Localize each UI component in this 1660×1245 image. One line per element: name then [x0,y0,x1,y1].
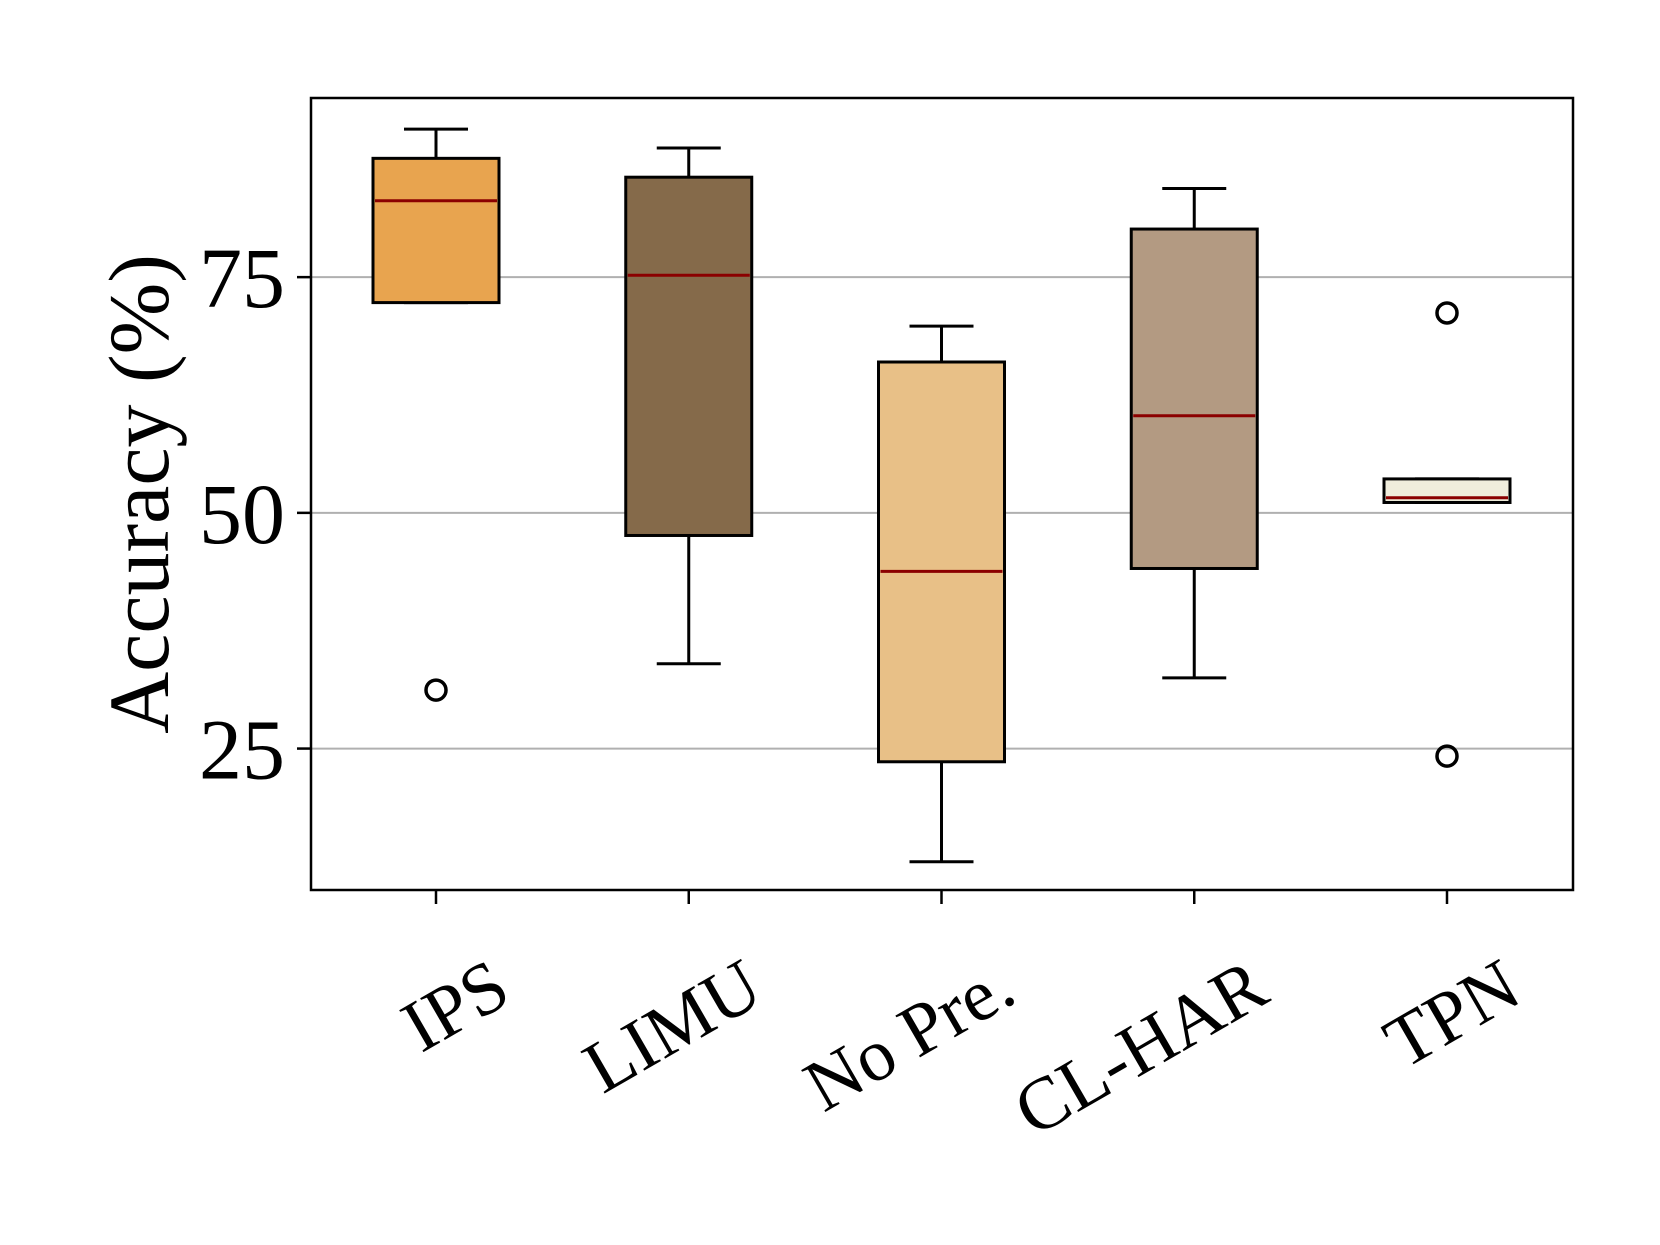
box-group [1129,187,1259,680]
outlier-point [424,678,448,702]
y-axis-label: Accuracy (%) [91,254,187,734]
y-tick-label: 25 [199,702,285,798]
x-tick-label: No Pre. [791,944,1028,1128]
outlier-point [1435,744,1459,768]
tick-labels: 25 50 75 IPS LIMU No Pre.CL-HAR TPN [199,230,1533,1152]
box-group [1382,301,1512,768]
y-tick-label: 75 [199,230,285,326]
box-iqr [624,175,754,537]
x-tick-label: LIMU [570,944,775,1110]
box-group [371,127,501,702]
box-iqr [1129,227,1259,570]
box-group [877,324,1006,864]
x-tick-label: CL-HAR [1001,943,1281,1152]
box-iqr [371,156,501,305]
box-iqr [877,360,1006,764]
box-group [624,146,754,666]
outlier-point [1435,301,1459,325]
box-series [371,127,1512,864]
x-tick-label: IPS [389,944,523,1068]
y-tick-label: 50 [199,466,285,562]
axis-ticks [297,275,1449,904]
x-tick-label: TPN [1371,944,1533,1085]
